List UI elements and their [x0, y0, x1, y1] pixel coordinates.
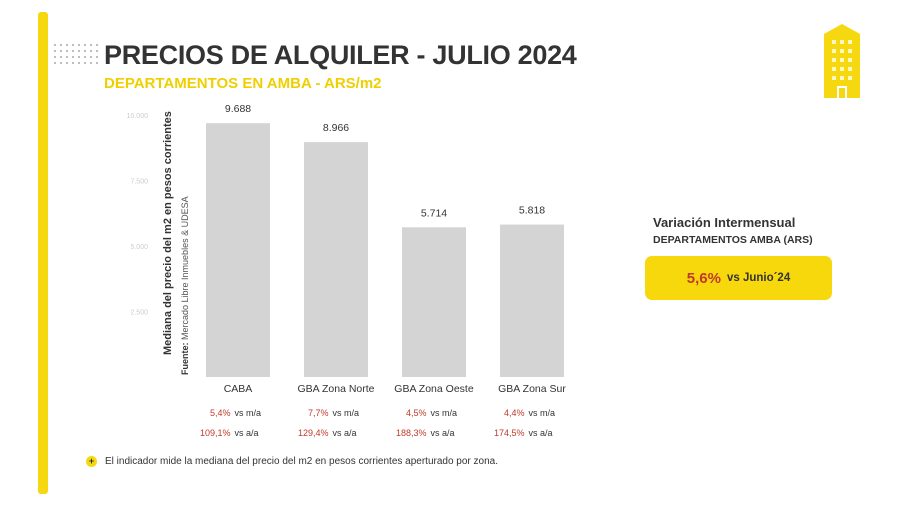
data-label: 5.818 — [519, 205, 545, 217]
dots-decoration — [52, 42, 100, 68]
y-tick-label: 2.500 — [130, 310, 148, 317]
x-tick-label: GBA Zona Norte — [297, 383, 374, 395]
data-label: 9.688 — [225, 103, 251, 115]
stat-mom: 4,5% vs m/a — [406, 408, 458, 418]
bar — [304, 142, 368, 377]
data-label: 5.714 — [421, 207, 447, 219]
stat-mom: 7,7% vs m/a — [308, 408, 360, 418]
source-note: Fuente: Mercado Libre Inmuebles & UDESA — [180, 196, 190, 375]
x-tick-label: GBA Zona Sur — [498, 383, 566, 395]
footnote: + El indicador mide la mediana del preci… — [86, 456, 498, 467]
bar — [500, 224, 564, 377]
y-tick-label: 7.500 — [130, 179, 148, 186]
y-tick-label: 5.000 — [130, 244, 148, 251]
page-title: PRECIOS DE ALQUILER - JULIO 2024 — [104, 40, 577, 70]
x-tick-label: GBA Zona Oeste — [394, 383, 474, 395]
bar — [206, 123, 270, 377]
plus-icon: + — [86, 456, 97, 467]
stat-yoy: 174,5% vs a/a — [494, 428, 553, 438]
accent-bar — [38, 12, 48, 494]
y-axis-label: Mediana del precio del m2 en pesos corri… — [162, 111, 174, 355]
data-label: 8.966 — [323, 122, 349, 134]
x-tick-label: CABA — [224, 383, 253, 395]
stat-yoy: 188,3% vs a/a — [396, 428, 455, 438]
stat-mom: 4,4% vs m/a — [504, 408, 556, 418]
stat-mom: 5,4% vs m/a — [210, 408, 262, 418]
variation-subtitle: DEPARTAMENTOS AMBA (ARS) — [653, 234, 813, 246]
stat-yoy: 129,4% vs a/a — [298, 428, 357, 438]
variation-title: Variación Intermensual — [653, 215, 796, 230]
y-tick-label: 10.000 — [127, 113, 149, 120]
variation-badge: 5,6% vs Junio´24 — [645, 256, 832, 300]
page-subtitle: DEPARTAMENTOS EN AMBA - ARS/m2 — [104, 75, 382, 92]
stat-yoy: 109,1% vs a/a — [200, 428, 259, 438]
bar — [402, 227, 466, 377]
building-icon — [824, 24, 860, 98]
